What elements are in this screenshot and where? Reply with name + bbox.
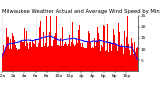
Text: Milwaukee Weather Actual and Average Wind Speed by Minute mph (Last 24 Hours): Milwaukee Weather Actual and Average Win… (2, 9, 160, 14)
